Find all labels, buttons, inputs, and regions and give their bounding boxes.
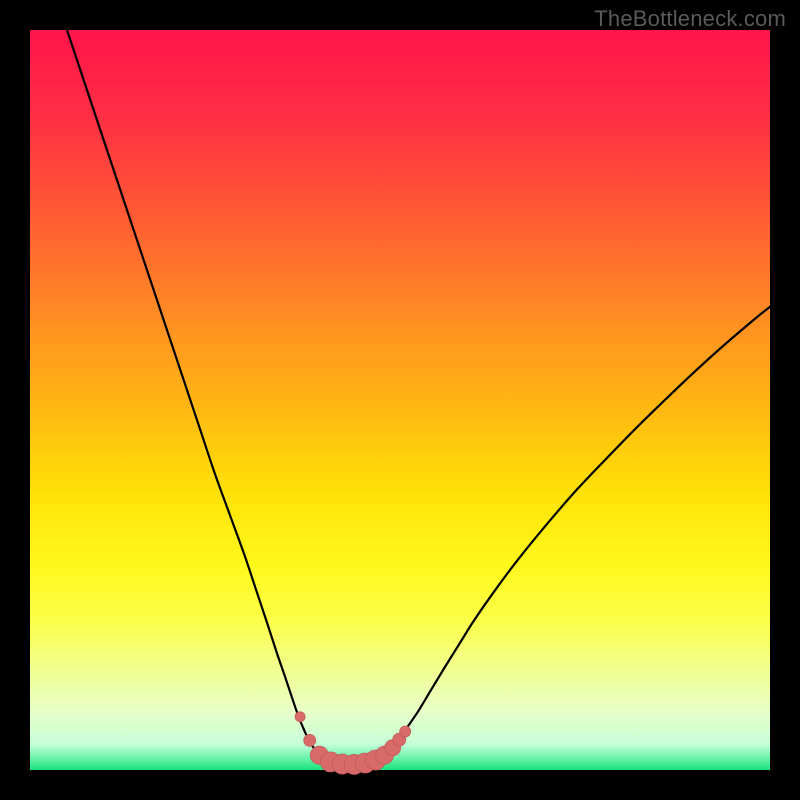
valley-marker	[295, 712, 305, 722]
valley-marker	[400, 726, 411, 737]
watermark-text: TheBottleneck.com	[594, 6, 786, 32]
valley-marker	[304, 734, 316, 746]
bottleneck-chart	[0, 0, 800, 800]
gradient-background	[30, 30, 770, 770]
chart-container: TheBottleneck.com	[0, 0, 800, 800]
